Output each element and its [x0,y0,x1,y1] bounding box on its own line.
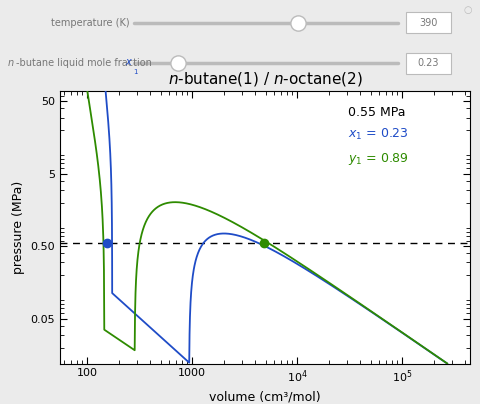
Text: 0.55 MPa: 0.55 MPa [348,106,405,119]
Text: ○: ○ [464,5,472,15]
FancyBboxPatch shape [406,12,451,33]
Text: 390: 390 [419,18,437,27]
Text: temperature (K): temperature (K) [51,18,130,27]
Text: $y_1$ = 0.89: $y_1$ = 0.89 [348,151,408,167]
Title: $n$-butane(1) / $n$-octane(2): $n$-butane(1) / $n$-octane(2) [168,70,362,88]
X-axis label: volume (cm³/mol): volume (cm³/mol) [209,391,321,404]
Y-axis label: pressure (MPa): pressure (MPa) [12,181,25,274]
FancyBboxPatch shape [406,53,451,74]
Text: $x_1$ = 0.23: $x_1$ = 0.23 [348,127,408,142]
Text: 0.23: 0.23 [418,58,439,68]
Text: $x$: $x$ [125,57,133,67]
Text: -butane liquid mole fraction: -butane liquid mole fraction [16,58,155,68]
Text: 1: 1 [133,69,138,75]
Text: $n$: $n$ [7,58,14,68]
